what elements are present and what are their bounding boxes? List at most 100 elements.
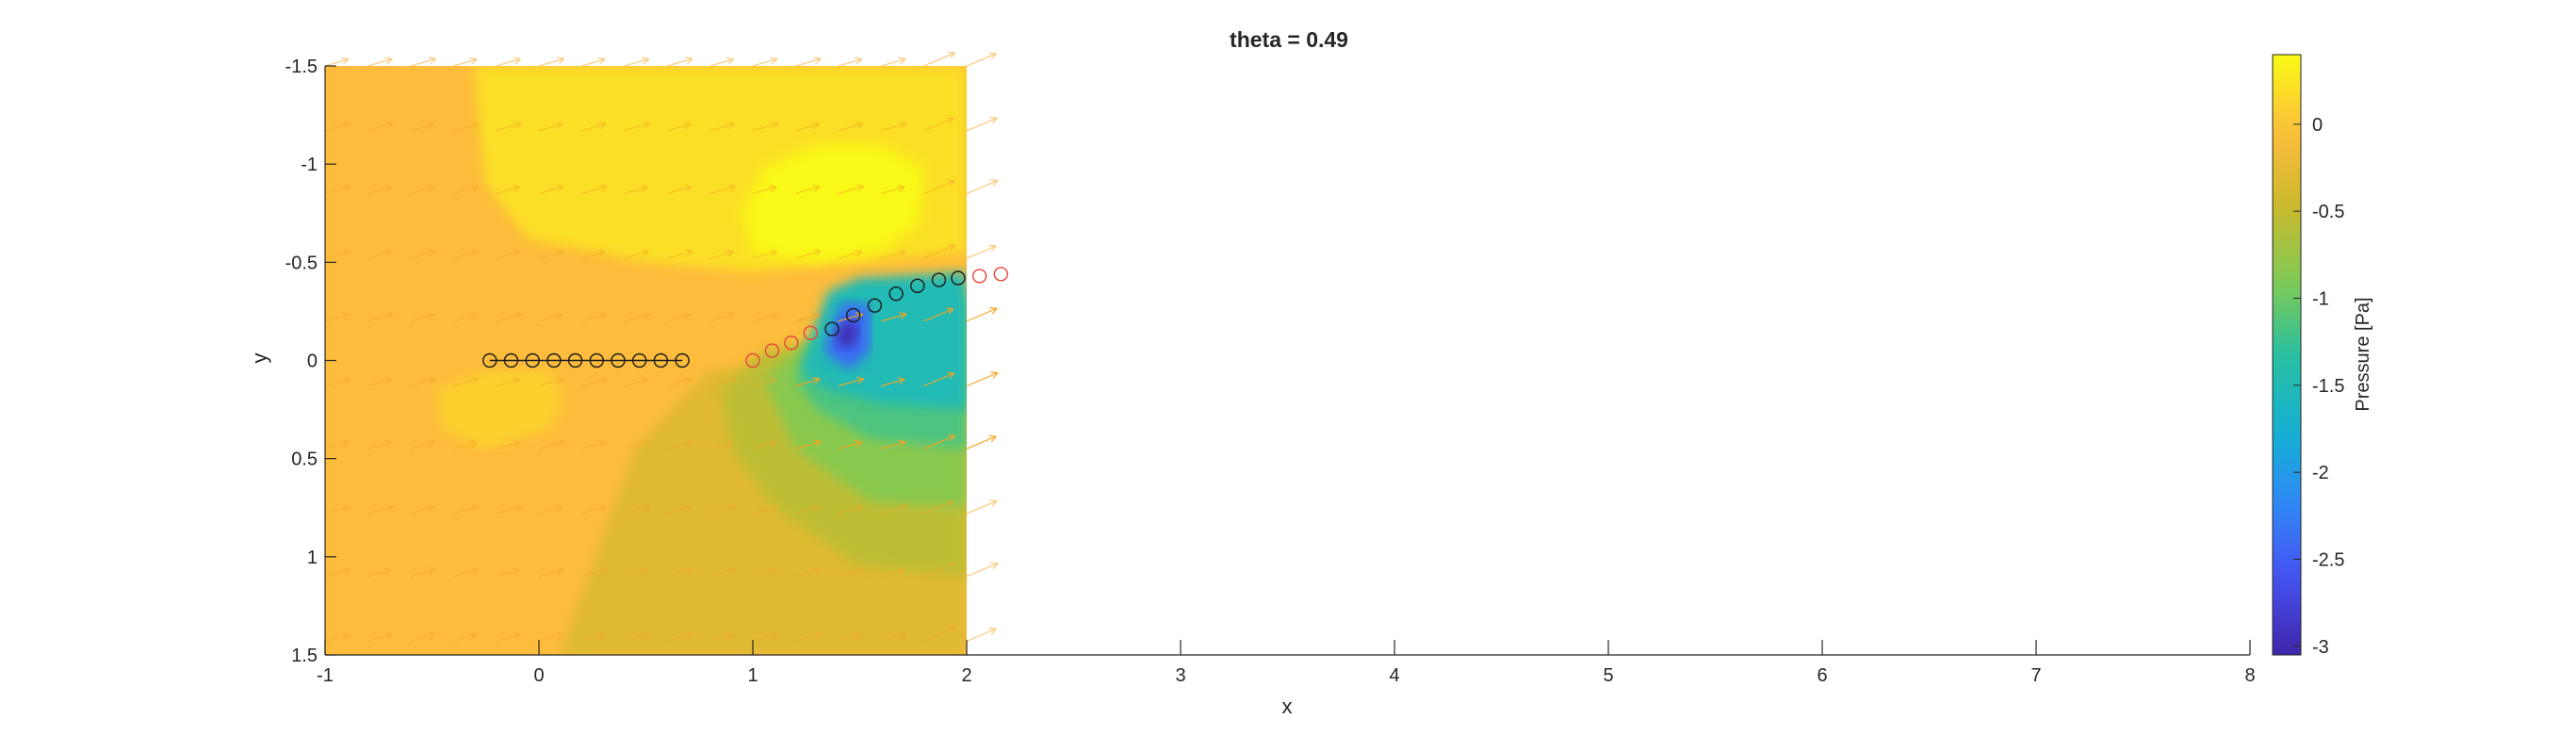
quiver-arrow <box>881 567 905 578</box>
quiver-arrow <box>624 121 651 132</box>
quiver-arrow <box>667 122 692 132</box>
quiver-arrow <box>667 249 693 259</box>
quiver-arrow <box>923 51 956 67</box>
quiver-arrow <box>966 179 999 195</box>
quiver-arrow <box>496 504 522 515</box>
colorbar-label: Pressure [Pa] <box>2353 297 2373 411</box>
quiver-arrow <box>709 376 736 387</box>
quiver-arrow <box>923 371 955 387</box>
quiver-arrow <box>624 249 650 259</box>
quiver-arrow <box>538 57 565 67</box>
quiver-arrow <box>709 184 736 195</box>
y-tick-label: 0.5 <box>291 450 318 470</box>
quiver-arrow <box>667 567 693 578</box>
data-point <box>867 298 883 313</box>
quiver-arrow <box>367 439 393 450</box>
quiver-arrow <box>795 122 820 132</box>
quiver-arrow <box>324 249 350 259</box>
y-tick-label: 1 <box>307 548 318 568</box>
quiver-arrow <box>752 504 779 515</box>
quiver-arrow <box>881 249 906 259</box>
quiver-arrow <box>453 566 480 578</box>
quiver-arrow <box>881 377 905 387</box>
quiver-arrow <box>624 185 649 195</box>
quiver-arrow <box>453 632 478 643</box>
quiver-arrow <box>795 504 820 515</box>
quiver-arrow <box>881 312 907 322</box>
data-point <box>910 278 925 294</box>
quiver-arrow <box>624 57 650 67</box>
quiver-arrow <box>410 439 437 450</box>
quiver-arrow <box>496 249 521 259</box>
quiver-arrow <box>496 439 521 450</box>
y-tick-label: -1 <box>301 155 318 175</box>
quiver-arrow <box>881 185 905 195</box>
quiver-arrow <box>667 504 692 515</box>
quiver-arrow <box>709 504 735 515</box>
quiver-arrow <box>538 249 565 259</box>
quiver-arrow <box>410 504 435 515</box>
data-point <box>631 352 647 368</box>
quiver-arrow <box>795 57 822 67</box>
quiver-arrow <box>881 121 907 132</box>
x-tick-label: -1 <box>317 665 334 686</box>
quiver-arrow <box>581 249 606 259</box>
quiver-arrow <box>752 631 778 643</box>
quiver-arrow <box>966 628 997 643</box>
data-point <box>653 352 669 368</box>
quiver-arrow <box>624 377 649 387</box>
quiver-arrow <box>752 121 779 132</box>
quiver-arrow <box>367 57 393 67</box>
x-tick-label: 4 <box>1389 665 1399 686</box>
quiver-arrow <box>453 504 479 515</box>
pressure-field <box>325 66 967 655</box>
data-point <box>567 352 583 368</box>
quiver-arrow <box>667 57 693 67</box>
colorbar-tick-label: 0 <box>2312 115 2323 136</box>
quiver-arrow <box>624 631 650 643</box>
colorbar-tick-label: -3 <box>2312 637 2329 658</box>
x-tick-label: 5 <box>1603 665 1613 686</box>
quiver-arrow <box>966 562 999 578</box>
quiver-arrow <box>624 504 651 515</box>
data-point <box>993 267 1009 282</box>
quiver-arrow <box>538 504 563 515</box>
quiver-arrow <box>324 566 351 578</box>
quiver-arrow <box>923 179 955 195</box>
quiver-arrow <box>581 566 608 578</box>
colorbar-tick-label: -2 <box>2312 463 2329 483</box>
quiver-arrow <box>410 377 436 387</box>
quiver-arrow <box>752 57 778 67</box>
quiver-arrow <box>367 121 394 132</box>
quiver-arrow <box>838 632 863 643</box>
quiver-arrow <box>966 244 997 259</box>
colorbar: 0 -0.5 -1 -1.5 -2 -2.5 -3 Pressure [Pa] <box>2272 54 2373 658</box>
data-point <box>784 335 799 351</box>
quiver-arrow <box>966 307 998 322</box>
quiver-arrow <box>453 184 480 195</box>
colorbar-gradient <box>2272 54 2302 656</box>
quiver-arrow <box>923 434 956 450</box>
field-region <box>834 317 860 352</box>
series-group <box>824 270 966 336</box>
quiver-arrow <box>367 185 392 195</box>
quiver-arrow <box>838 122 864 132</box>
x-tick-label: 2 <box>961 665 971 686</box>
quiver-arrow <box>581 57 606 67</box>
quiver-arrow <box>881 57 906 67</box>
quiver-arrow <box>709 439 735 450</box>
quiver-arrow <box>324 184 351 195</box>
quiver-arrow <box>881 439 906 450</box>
y-tick-label: 1.5 <box>291 646 318 666</box>
quiver-arrow <box>752 439 778 450</box>
quiver-arrow <box>496 567 521 578</box>
quiver-arrow <box>923 307 954 322</box>
quiver-arrow <box>324 312 351 322</box>
data-point <box>482 352 497 368</box>
quiver-arrow <box>410 57 437 67</box>
y-tick-label: -1.5 <box>285 57 318 77</box>
quiver-arrow <box>496 57 521 67</box>
data-point <box>764 343 780 358</box>
quiver-arrow <box>923 244 956 259</box>
